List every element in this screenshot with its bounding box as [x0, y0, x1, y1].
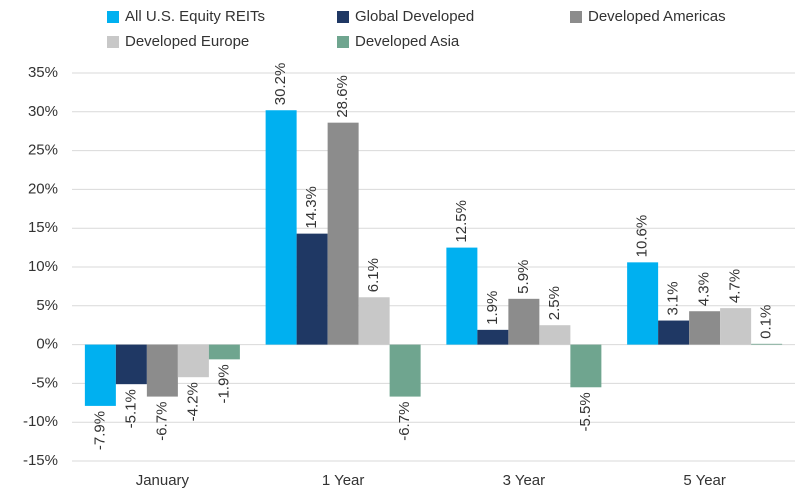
data-label: 0.1% — [758, 305, 775, 339]
x-tick-label: 1 Year — [322, 472, 365, 489]
y-tick-label: 0% — [36, 336, 58, 353]
y-tick-label: 10% — [28, 258, 58, 275]
data-label: -5.1% — [122, 389, 139, 428]
legend-swatch — [107, 36, 119, 48]
legend-label: Global Developed — [355, 8, 474, 25]
data-label: -4.2% — [184, 382, 201, 421]
legend-label: Developed Europe — [125, 33, 249, 50]
bar — [689, 311, 721, 345]
data-label: 28.6% — [334, 75, 351, 118]
data-label: 1.9% — [484, 291, 501, 325]
legend-label: Developed Americas — [588, 8, 726, 25]
data-label: 4.3% — [696, 272, 713, 306]
y-tick-label: 30% — [28, 103, 58, 120]
data-label: 3.1% — [665, 281, 682, 315]
y-tick-label: 15% — [28, 219, 58, 236]
data-label: 6.1% — [365, 258, 382, 292]
data-label: -1.9% — [215, 364, 232, 403]
data-label: 12.5% — [453, 200, 470, 243]
bar — [177, 344, 209, 378]
bar — [627, 262, 659, 345]
bar — [208, 344, 240, 360]
data-label: 10.6% — [634, 215, 651, 258]
x-tick-label: January — [136, 472, 190, 489]
data-label: 5.9% — [515, 260, 532, 294]
legend-swatch — [107, 11, 119, 23]
data-label: -5.5% — [577, 392, 594, 431]
y-tick-label: 25% — [28, 142, 58, 159]
y-tick-label: 5% — [36, 297, 58, 314]
legend-label: All U.S. Equity REITs — [125, 8, 265, 25]
bar — [751, 343, 783, 345]
y-tick-label: 35% — [28, 64, 58, 81]
data-label: -7.9% — [91, 411, 108, 450]
data-label: -6.7% — [153, 402, 170, 441]
bar — [539, 325, 571, 345]
bar — [720, 308, 752, 345]
x-tick-label: 3 Year — [503, 472, 546, 489]
data-label: -6.7% — [396, 402, 413, 441]
bar — [477, 329, 509, 345]
bar — [265, 110, 297, 345]
bar — [327, 122, 359, 345]
y-tick-label: 20% — [28, 180, 58, 197]
legend-swatch — [570, 11, 582, 23]
y-tick-label: -5% — [31, 374, 58, 391]
legend-swatch — [337, 36, 349, 48]
y-tick-label: -10% — [23, 413, 58, 430]
y-tick-label: -15% — [23, 452, 58, 469]
legend-label: Developed Asia — [355, 33, 460, 50]
bar — [570, 344, 602, 388]
bar — [115, 344, 147, 385]
data-label: 4.7% — [727, 269, 744, 303]
data-label: 2.5% — [546, 286, 563, 320]
bar — [389, 344, 421, 397]
bar — [658, 320, 690, 345]
bar — [358, 297, 390, 345]
data-label: 30.2% — [272, 63, 289, 106]
x-tick-label: 5 Year — [683, 472, 726, 489]
legend-swatch — [337, 11, 349, 23]
bar — [146, 344, 178, 397]
bar — [446, 247, 478, 345]
bar — [84, 344, 116, 406]
bar — [508, 298, 540, 345]
data-label: 14.3% — [303, 186, 320, 229]
bar — [296, 233, 328, 345]
